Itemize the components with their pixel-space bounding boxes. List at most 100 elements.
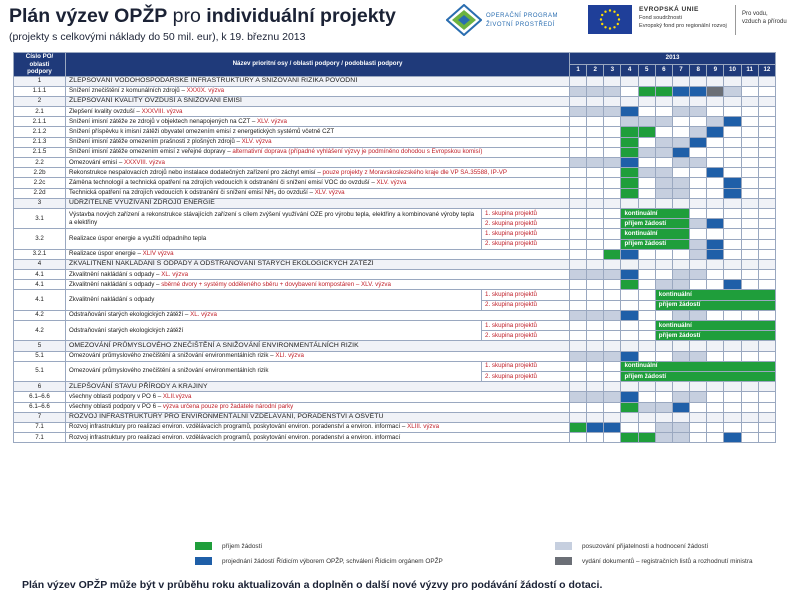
month-cell xyxy=(654,156,673,169)
month-cell xyxy=(689,106,708,118)
row-name-text: Snížení příspěvku k imisní zátěži obyvat… xyxy=(69,128,335,136)
row-name: Snížení imisní zátěže omezením prašnosti… xyxy=(64,136,571,148)
month-cell xyxy=(757,207,777,220)
row-name-text: všechny oblasti podpory v PO 6 – xyxy=(69,392,163,400)
month-cell xyxy=(637,248,656,260)
month-cell xyxy=(740,279,759,291)
month-cell xyxy=(740,207,759,220)
month-cell xyxy=(569,126,588,138)
row-code: 6.1–6.6 xyxy=(13,401,66,413)
row-name: Rozvoj infrastruktury pro realizaci envi… xyxy=(64,432,571,444)
month-cell xyxy=(671,248,691,260)
continuous-intake-bar: kontinuální xyxy=(654,289,777,301)
month-cell xyxy=(603,289,622,301)
row-code: 4.1 xyxy=(13,279,66,291)
month-cell xyxy=(603,350,622,362)
month-cell xyxy=(706,187,725,199)
row-code: 7 xyxy=(13,411,66,423)
month-cell xyxy=(723,391,742,403)
month-cell xyxy=(757,136,777,148)
row-name-text: Realizace úspor energie – xyxy=(69,250,143,258)
legend-item-light: posuzování přijatelnosti a hodnocení žád… xyxy=(555,542,708,550)
month-cell xyxy=(740,269,759,281)
month-cell xyxy=(671,258,691,271)
month-cell xyxy=(637,258,656,271)
row-name-text: Snížení znečištění z komunálních zdrojů … xyxy=(69,87,187,95)
month-cell xyxy=(757,340,777,352)
month-cell xyxy=(706,401,725,413)
month-cell xyxy=(671,279,691,291)
month-cell xyxy=(671,391,691,403)
month-cell xyxy=(689,136,708,148)
month-cell xyxy=(740,421,759,434)
call-label: XLIV výzva xyxy=(142,250,174,258)
month-cell xyxy=(740,381,759,393)
table-row: 4.2 Odstraňování starých ekologických zát… xyxy=(13,309,777,322)
month-cell xyxy=(723,269,742,281)
month-cell xyxy=(637,319,656,332)
month-cell xyxy=(637,75,656,87)
month-cell xyxy=(603,218,622,230)
month-cell xyxy=(603,391,622,403)
month-cell xyxy=(757,167,777,179)
month-cell xyxy=(569,85,588,97)
month-cell xyxy=(620,116,639,128)
month-cell xyxy=(586,136,605,148)
month-cell xyxy=(620,330,639,342)
row-code: 2.2b xyxy=(13,167,66,179)
month-cell xyxy=(654,146,673,159)
table-row: 5.1 Omezování průmyslového znečištění a s… xyxy=(13,360,777,383)
month-cell xyxy=(671,269,691,281)
row-name: Omezování průmyslového znečištění a sniž… xyxy=(65,360,482,383)
month-cell xyxy=(706,279,725,291)
month-cell xyxy=(603,177,622,189)
month-cell xyxy=(620,319,639,332)
section-name: ZKVALITNĚNÍ NAKLÁDÁNÍ S ODPADY A ODSTRAŇ… xyxy=(64,258,571,271)
month-cell xyxy=(740,309,759,322)
row-code: 7.1 xyxy=(13,432,66,444)
row-name-text: všechny oblasti podpory v PO 6 – xyxy=(69,403,163,411)
month-cell xyxy=(586,146,605,159)
call-label: XXXVIII. výzva xyxy=(124,158,165,166)
month-cell xyxy=(637,391,656,403)
call-label: XXXIX. výzva xyxy=(186,87,225,95)
month-cell xyxy=(757,381,777,393)
month-cell xyxy=(757,85,777,97)
row-name: Zkvalitnění nakládání s odpady – XL. výz… xyxy=(64,269,571,281)
month-cell xyxy=(740,177,759,189)
month-cell xyxy=(654,391,673,403)
month-cell xyxy=(569,360,588,372)
month-cell xyxy=(689,391,708,403)
month-cell xyxy=(637,330,656,342)
month-cell xyxy=(620,136,639,148)
month-cell xyxy=(620,146,639,159)
header-separator xyxy=(735,5,736,35)
section-name: ZLEPŠOVÁNÍ VODOHOSPODÁŘSKÉ INFRASTRUKTUR… xyxy=(64,75,571,87)
table-row: 2.1.2 Snížení příspěvku k imisní zátěži o… xyxy=(13,126,777,138)
table-row: 2.2b Rekonstrukce nespalovacích zdrojů ne… xyxy=(13,167,777,179)
month-cell xyxy=(654,116,673,128)
month-cell xyxy=(586,228,605,240)
row-code: 1.1.1 xyxy=(13,85,66,97)
month-cell xyxy=(706,136,725,148)
month-cell xyxy=(757,248,777,260)
project-group-label: 2. skupina projektů xyxy=(480,370,571,383)
month-cell xyxy=(757,156,777,169)
call-label: XLV. výzva xyxy=(314,189,345,197)
month-cell xyxy=(586,248,605,260)
month-cell xyxy=(757,197,777,209)
month-cell xyxy=(603,432,622,444)
month-cell xyxy=(740,248,759,260)
month-cell xyxy=(740,167,759,179)
month-cell xyxy=(689,85,708,97)
table-row: 4.1 Zkvalitnění nakládání s odpady – sběr… xyxy=(13,279,777,291)
month-header: 8 xyxy=(689,63,708,77)
month-cell xyxy=(569,218,588,230)
month-cell xyxy=(586,360,605,372)
month-cell xyxy=(654,350,673,362)
table-row: 2.2d Technická opatření na zdrojích vedou… xyxy=(13,187,777,199)
month-cell xyxy=(740,340,759,352)
month-cell xyxy=(569,156,588,169)
month-cell xyxy=(586,350,605,362)
month-cell xyxy=(603,146,622,159)
